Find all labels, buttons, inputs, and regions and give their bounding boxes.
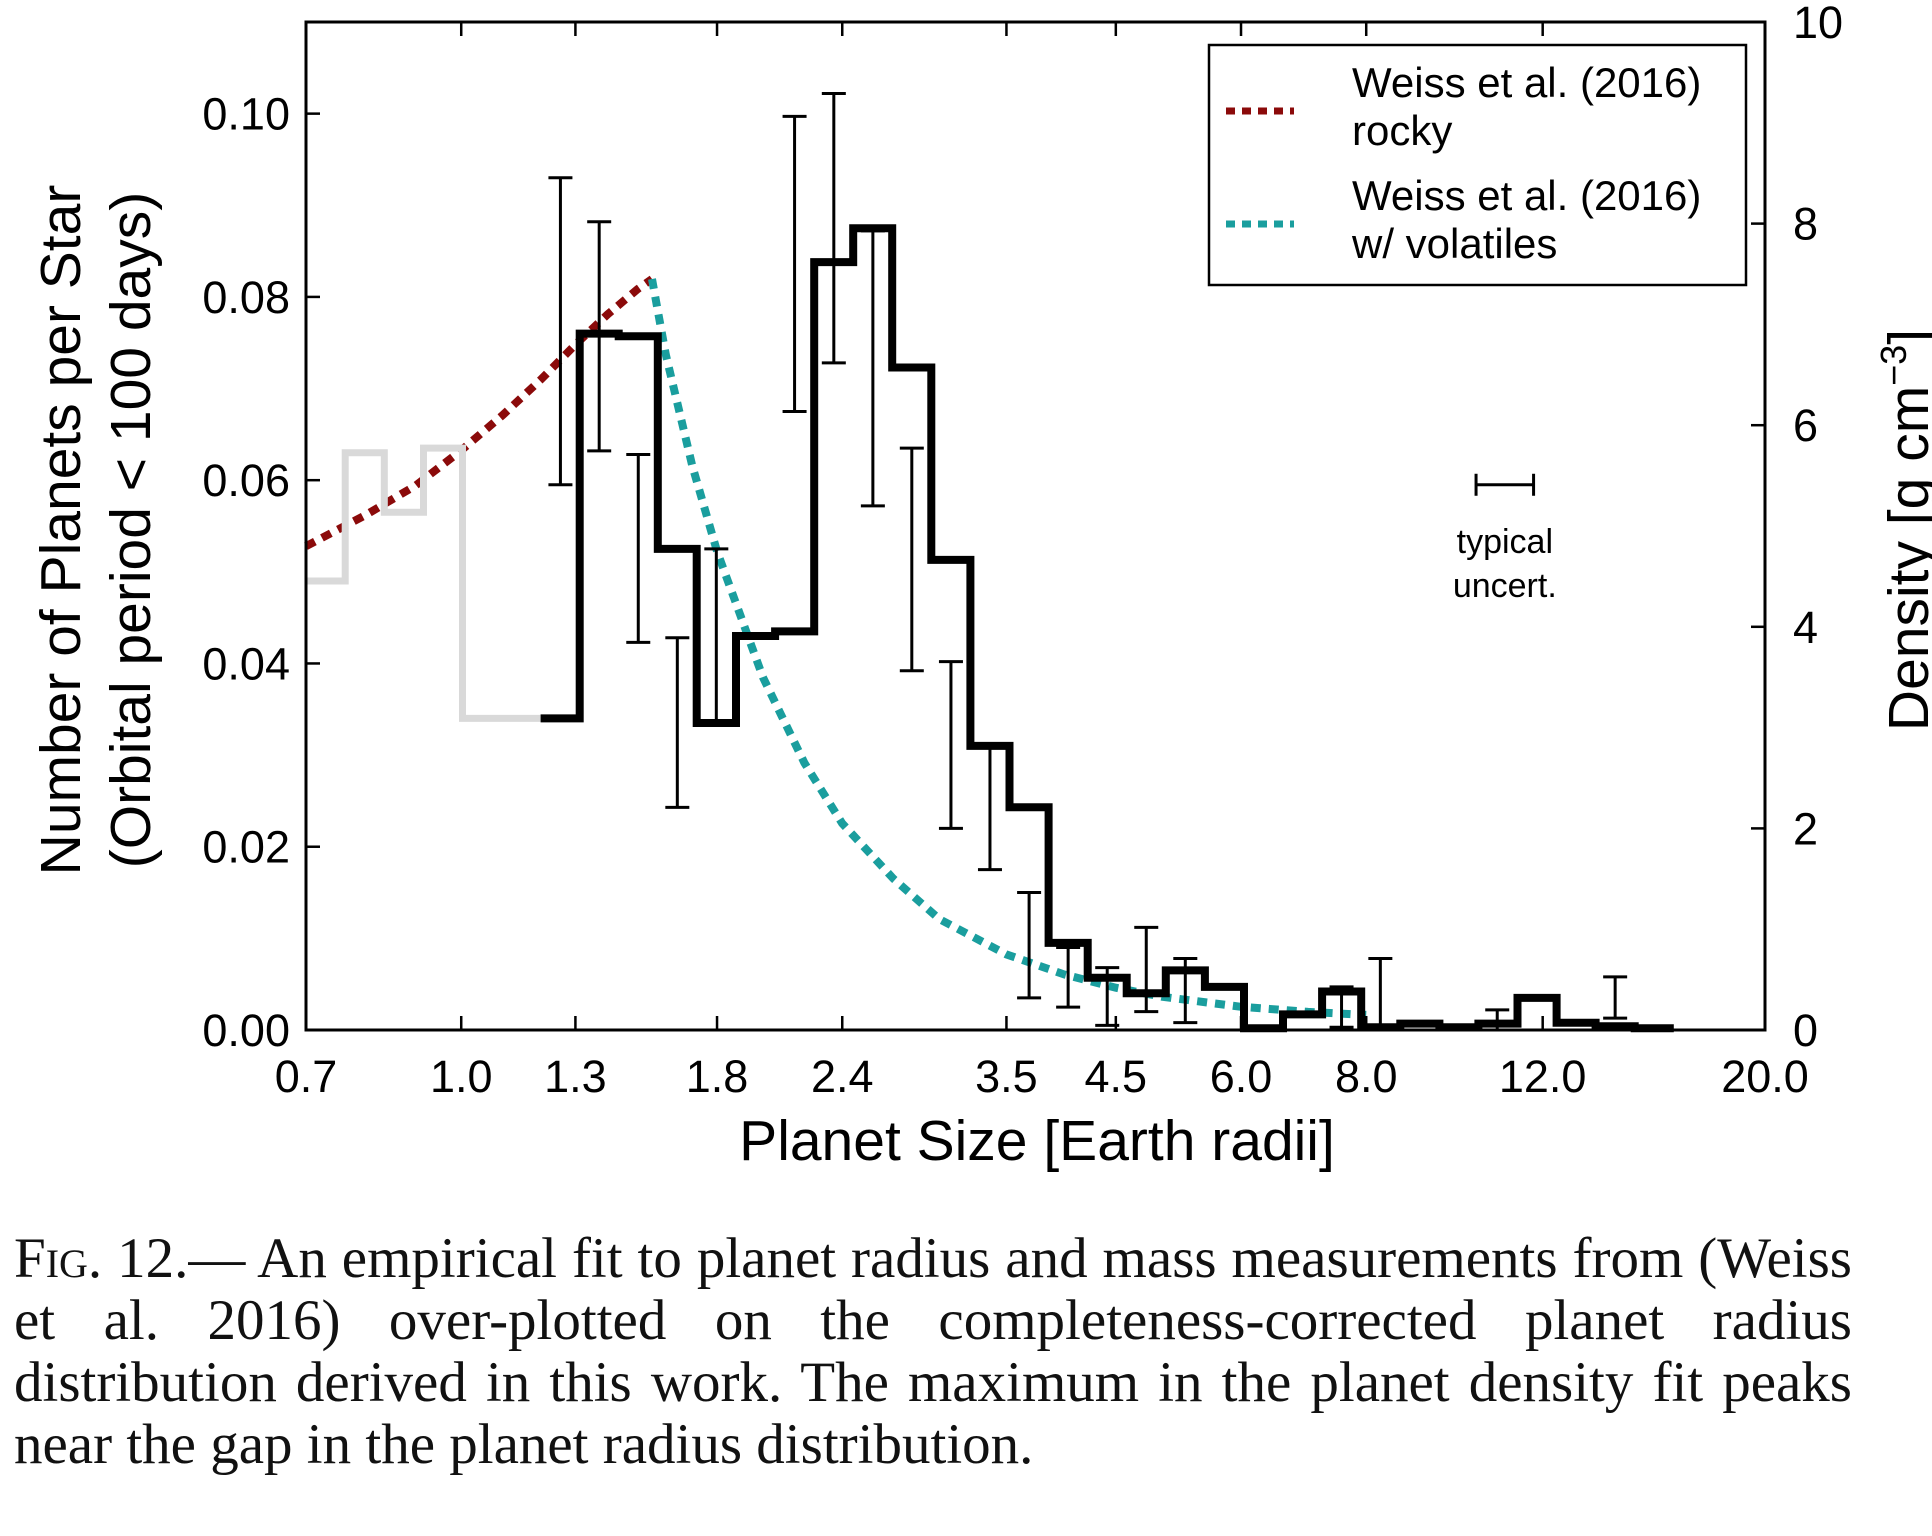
density-curves	[304, 275, 1367, 1019]
x-tick-label: 6.0	[1210, 1051, 1273, 1102]
error-bar	[938, 660, 963, 830]
error-bars	[548, 91, 1628, 1032]
right-y-tick-label: 6	[1793, 400, 1818, 451]
error-bar	[1603, 975, 1628, 1020]
left-y-tick-label: 0.10	[202, 89, 290, 140]
error-bar	[860, 229, 885, 508]
error-bar	[548, 176, 573, 487]
x-tick-label: 1.8	[686, 1051, 749, 1102]
chart: 0.7 1.0 1.3 1.8 2.4 3.5 4.5 6.0 8.0 12.0 20.0 0.00 0…	[29, 0, 1932, 1173]
error-bar	[1368, 957, 1393, 1027]
x-tick-label: 4.5	[1085, 1051, 1148, 1102]
error-bar	[587, 220, 612, 453]
curve-rocky	[304, 275, 655, 550]
error-bar	[626, 453, 651, 644]
right-y-tick-label: 8	[1793, 199, 1818, 250]
left-y-tick-label: 0.02	[202, 822, 290, 873]
right-y-tick-label: 0	[1793, 1005, 1818, 1056]
histogram-light-series	[306, 444, 541, 722]
right-y-tick-label: 2	[1793, 803, 1818, 854]
x-tick-label: 20.0	[1721, 1051, 1809, 1102]
right-y-tick-label: 10	[1793, 0, 1843, 48]
error-bar	[782, 114, 807, 413]
right-y-axis-label-main: Density [g cm	[1877, 386, 1932, 731]
left-y-tick-label: 0.08	[202, 272, 290, 323]
left-y-tick-label: 0.06	[202, 455, 290, 506]
right-y-tick-label: 4	[1793, 602, 1818, 653]
right-y-axis-label: Density [g cm−3]	[1873, 329, 1932, 731]
figure-caption: Fig. 12.— An empirical fit to planet rad…	[14, 1228, 1852, 1476]
typical-uncertainty: typical uncert.	[1453, 473, 1557, 605]
error-bar	[899, 446, 924, 673]
legend: Weiss et al. (2016) rocky Weiss et al. (…	[1207, 43, 1748, 287]
y-axis-label-line1: Number of Planets per Star	[29, 185, 93, 876]
error-bar	[1017, 891, 1042, 1000]
right-y-axis-label-exponent: −3	[1873, 345, 1914, 386]
x-axis-label: Planet Size [Earth radii]	[739, 1109, 1335, 1173]
legend-label-rocky-line1: Weiss et al. (2016)	[1352, 59, 1701, 106]
error-bar	[1056, 946, 1081, 1009]
legend-label-volatiles-line1: Weiss et al. (2016)	[1352, 172, 1701, 219]
plot-border	[304, 20, 1767, 1032]
x-tick-label: 12.0	[1499, 1051, 1587, 1102]
figure-caption-label: Fig. 12.	[14, 1227, 189, 1290]
x-tick-label: 3.5	[975, 1051, 1038, 1102]
error-bar	[665, 636, 690, 809]
figure-caption-text: — An empirical fit to planet radius and …	[14, 1227, 1852, 1476]
error-bar	[1173, 957, 1198, 1025]
error-bar	[977, 744, 1002, 872]
x-tick-label: 2.4	[811, 1051, 874, 1102]
legend-box	[1207, 43, 1748, 287]
plot-frame	[304, 20, 1767, 1032]
x-tick-label: 8.0	[1335, 1051, 1398, 1102]
left-y-tick-label: 0.04	[202, 638, 290, 689]
error-bar	[821, 91, 846, 365]
legend-label-rocky-line2: rocky	[1352, 107, 1452, 154]
right-y-axis-label-close: ]	[1877, 329, 1932, 345]
typical-uncertainty-label-line2: uncert.	[1453, 567, 1557, 605]
error-bar	[1134, 925, 1159, 1014]
error-bar	[704, 547, 729, 727]
typical-uncertainty-label-line1: typical	[1457, 523, 1553, 561]
curve-volatiles	[648, 278, 1367, 1019]
axis-ticks: 0.7 1.0 1.3 1.8 2.4 3.5 4.5 6.0 8.0 12.0 20.0 0.00 0…	[202, 0, 1843, 1102]
x-tick-label: 1.0	[430, 1051, 493, 1102]
x-tick-label: 1.3	[544, 1051, 607, 1102]
error-bar	[1329, 985, 1354, 1029]
legend-label-volatiles-line2: w/ volatiles	[1351, 220, 1557, 267]
y-axis-label-line2: (Orbital period < 100 days)	[99, 192, 163, 868]
left-y-tick-label: 0.00	[202, 1005, 290, 1056]
x-tick-label: 0.7	[275, 1051, 338, 1102]
